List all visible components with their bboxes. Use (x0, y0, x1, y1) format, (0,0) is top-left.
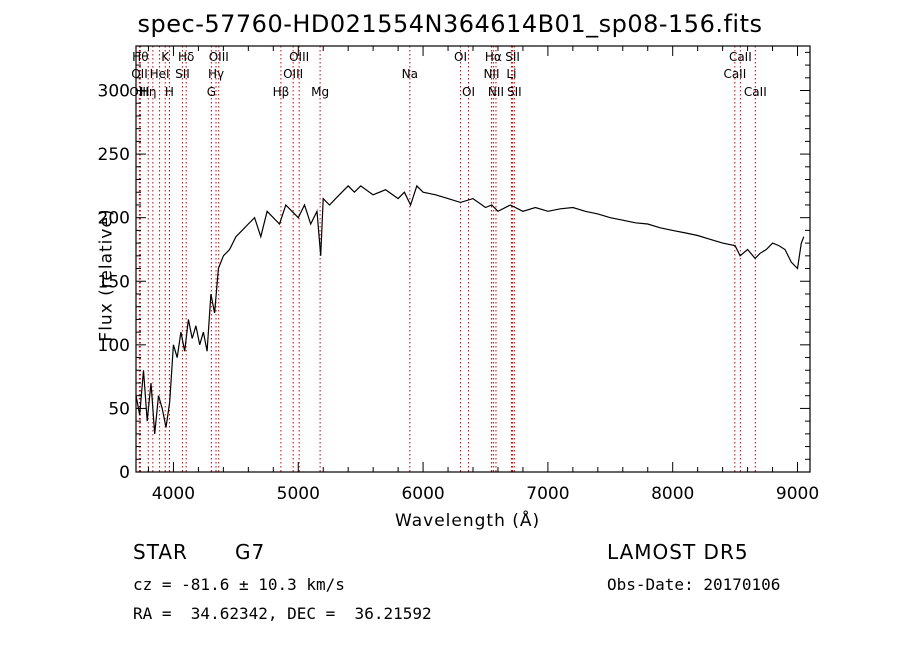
y-tick-label: 250 (98, 145, 130, 165)
x-axis-label: Wavelength (Å) (395, 511, 541, 531)
y-axis-label: Flux (relative) (96, 208, 117, 342)
x-tick-label: 6000 (401, 484, 444, 504)
obs-date: Obs-Date: 20170106 (607, 575, 781, 594)
x-tick-label: 7000 (526, 484, 569, 504)
line-label: OIII (283, 67, 303, 81)
line-label: HeI (150, 67, 170, 81)
line-label: CaII (744, 85, 767, 99)
line-label: NII (488, 85, 504, 99)
y-tick-label: 100 (98, 336, 130, 356)
line-label: H (165, 85, 174, 99)
x-tick-label: 9000 (776, 484, 819, 504)
line-label: Hα (485, 50, 502, 64)
spectrum-series-line (135, 184, 805, 434)
ra-dec: RA = 34.62342, DEC = 36.21592 (133, 604, 432, 623)
line-label: CaII (723, 67, 746, 81)
object-type: STAR (133, 540, 188, 564)
line-label: Na (402, 67, 418, 81)
line-label: OIII (129, 85, 149, 99)
line-label: OI (454, 50, 467, 64)
x-tick-label: 4000 (152, 484, 195, 504)
plot-frame (135, 45, 811, 473)
line-label: Hβ (273, 85, 290, 99)
y-tick-label: 0 (119, 463, 130, 483)
line-label: G (207, 85, 216, 99)
y-tick-label: 150 (98, 272, 130, 292)
y-tick-label: 300 (98, 82, 130, 102)
line-label: OII (131, 67, 148, 81)
line-label: SII (505, 50, 520, 64)
line-label: SII (175, 67, 190, 81)
line-label: SII (507, 85, 522, 99)
line-label: Hη (140, 85, 157, 99)
object-subclass: G7 (235, 540, 266, 564)
line-label: OI (462, 85, 475, 99)
line-label: K (161, 50, 170, 64)
line-label: NII (483, 67, 499, 81)
x-axis-ticks: 4000 5000 6000 7000 8000 9000 (147, 46, 819, 504)
y-axis-ticks: 0 50 100 150 200 250 300 (98, 51, 810, 483)
y-tick-label: 200 (98, 209, 130, 229)
line-label: Hδ (178, 50, 194, 64)
spectral-line-markers (138, 46, 756, 472)
line-label: OIII (209, 50, 229, 64)
survey-name: LAMOST DR5 (607, 540, 749, 564)
spectral-line-labels: HθOIIOIIIHηHeIKHSIIHδGHγOIIIHβOIIIOIIIMg… (129, 50, 766, 99)
redshift-cz: cz = -81.6 ± 10.3 km/s (133, 575, 345, 594)
line-label: OIII (289, 50, 309, 64)
chart-title: spec-57760-HD021554N364614B01_sp08-156.f… (137, 10, 763, 38)
y-tick-label: 50 (108, 399, 130, 419)
line-label: Li (506, 67, 516, 81)
line-label: CaII (729, 50, 752, 64)
x-tick-label: 5000 (277, 484, 320, 504)
x-tick-label: 8000 (651, 484, 694, 504)
line-label: Hγ (208, 67, 224, 81)
line-label: Mg (311, 85, 329, 99)
